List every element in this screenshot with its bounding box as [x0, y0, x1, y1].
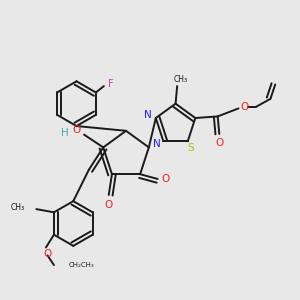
Text: O: O	[215, 138, 224, 148]
Text: O: O	[162, 174, 170, 184]
Text: CH₃: CH₃	[11, 203, 25, 212]
Text: CH₂CH₃: CH₂CH₃	[68, 262, 94, 268]
Text: N: N	[144, 110, 152, 121]
Text: O: O	[72, 125, 80, 135]
Text: O: O	[105, 200, 113, 209]
Text: CH₃: CH₃	[173, 75, 188, 84]
Text: N: N	[153, 139, 161, 148]
Text: O: O	[240, 102, 248, 112]
Text: H: H	[61, 128, 69, 138]
Text: S: S	[188, 143, 194, 153]
Text: F: F	[108, 80, 114, 89]
Text: O: O	[44, 249, 52, 259]
